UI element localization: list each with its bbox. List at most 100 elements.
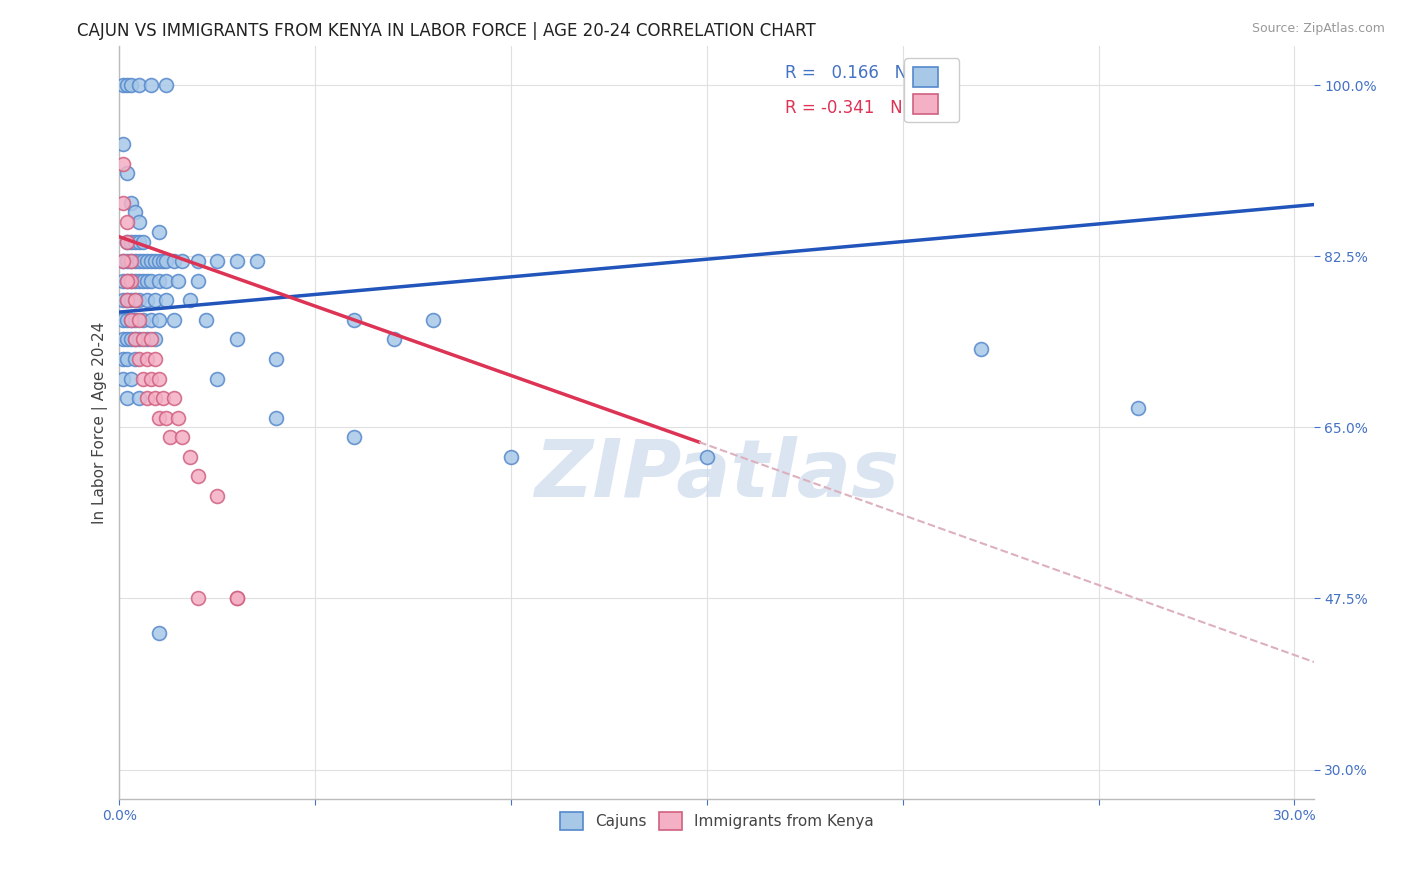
Point bbox=[117, 166, 139, 180]
Y-axis label: In Labor Force | Age 20-24: In Labor Force | Age 20-24 bbox=[93, 321, 108, 524]
Point bbox=[132, 254, 155, 268]
Text: R = -0.341   N = 36: R = -0.341 N = 36 bbox=[785, 99, 948, 117]
Point bbox=[120, 274, 142, 288]
Point bbox=[124, 313, 146, 327]
Point bbox=[245, 254, 267, 268]
Point bbox=[382, 333, 405, 347]
Point bbox=[120, 254, 142, 268]
Point bbox=[112, 293, 135, 308]
Point bbox=[207, 254, 229, 268]
Point bbox=[139, 371, 162, 385]
Point bbox=[128, 351, 150, 366]
Point bbox=[132, 371, 155, 385]
Point bbox=[112, 254, 135, 268]
Point bbox=[124, 351, 146, 366]
Point bbox=[132, 313, 155, 327]
Point bbox=[1126, 401, 1149, 415]
Point bbox=[135, 254, 157, 268]
Point bbox=[152, 391, 174, 405]
Point bbox=[112, 313, 135, 327]
Point bbox=[187, 274, 209, 288]
Point bbox=[124, 293, 146, 308]
Point bbox=[117, 293, 139, 308]
Point bbox=[343, 313, 366, 327]
Point bbox=[148, 225, 170, 239]
Point bbox=[120, 333, 142, 347]
Point bbox=[155, 410, 177, 425]
Point bbox=[179, 450, 201, 464]
Point bbox=[226, 591, 249, 606]
Point bbox=[152, 254, 174, 268]
Legend: Cajuns, Immigrants from Kenya: Cajuns, Immigrants from Kenya bbox=[554, 805, 880, 837]
Point bbox=[139, 333, 162, 347]
Point bbox=[139, 274, 162, 288]
Point bbox=[124, 333, 146, 347]
Point bbox=[179, 293, 201, 308]
Point bbox=[120, 78, 142, 93]
Point bbox=[117, 313, 139, 327]
Point bbox=[124, 254, 146, 268]
Point bbox=[117, 215, 139, 229]
Point bbox=[132, 274, 155, 288]
Point bbox=[135, 293, 157, 308]
Point bbox=[120, 293, 142, 308]
Point bbox=[148, 625, 170, 640]
Point bbox=[117, 333, 139, 347]
Point bbox=[187, 469, 209, 483]
Text: R =   0.166   N = 83: R = 0.166 N = 83 bbox=[785, 63, 952, 81]
Point bbox=[343, 430, 366, 444]
Point bbox=[696, 450, 718, 464]
Point bbox=[132, 333, 155, 347]
Point bbox=[128, 333, 150, 347]
Point bbox=[117, 293, 139, 308]
Point bbox=[124, 274, 146, 288]
Point bbox=[226, 591, 249, 606]
Point bbox=[167, 410, 190, 425]
Point bbox=[135, 333, 157, 347]
Point bbox=[124, 205, 146, 219]
Point bbox=[163, 391, 186, 405]
Point bbox=[264, 351, 287, 366]
Point bbox=[226, 333, 249, 347]
Point bbox=[124, 235, 146, 249]
Point bbox=[143, 351, 166, 366]
Point bbox=[117, 235, 139, 249]
Point bbox=[128, 78, 150, 93]
Point bbox=[128, 391, 150, 405]
Point bbox=[135, 274, 157, 288]
Point bbox=[117, 235, 139, 249]
Point bbox=[112, 254, 135, 268]
Point bbox=[148, 274, 170, 288]
Point bbox=[155, 293, 177, 308]
Point bbox=[172, 430, 194, 444]
Point bbox=[112, 333, 135, 347]
Text: ZIPatlas: ZIPatlas bbox=[534, 436, 900, 514]
Point bbox=[128, 235, 150, 249]
Point bbox=[148, 313, 170, 327]
Point bbox=[112, 274, 135, 288]
Point bbox=[112, 371, 135, 385]
Point bbox=[499, 450, 522, 464]
Point bbox=[155, 274, 177, 288]
Point bbox=[112, 156, 135, 170]
Point bbox=[128, 274, 150, 288]
Point bbox=[124, 293, 146, 308]
Point bbox=[124, 333, 146, 347]
Point bbox=[148, 254, 170, 268]
Point bbox=[120, 235, 142, 249]
Point bbox=[117, 254, 139, 268]
Point bbox=[132, 235, 155, 249]
Point bbox=[128, 215, 150, 229]
Point bbox=[128, 293, 150, 308]
Point bbox=[120, 195, 142, 210]
Point bbox=[135, 391, 157, 405]
Point bbox=[422, 313, 444, 327]
Point bbox=[155, 78, 177, 93]
Point bbox=[264, 410, 287, 425]
Point bbox=[128, 254, 150, 268]
Text: CAJUN VS IMMIGRANTS FROM KENYA IN LABOR FORCE | AGE 20-24 CORRELATION CHART: CAJUN VS IMMIGRANTS FROM KENYA IN LABOR … bbox=[77, 22, 815, 40]
Point bbox=[112, 136, 135, 151]
Point bbox=[207, 371, 229, 385]
Point bbox=[187, 254, 209, 268]
Point bbox=[163, 313, 186, 327]
